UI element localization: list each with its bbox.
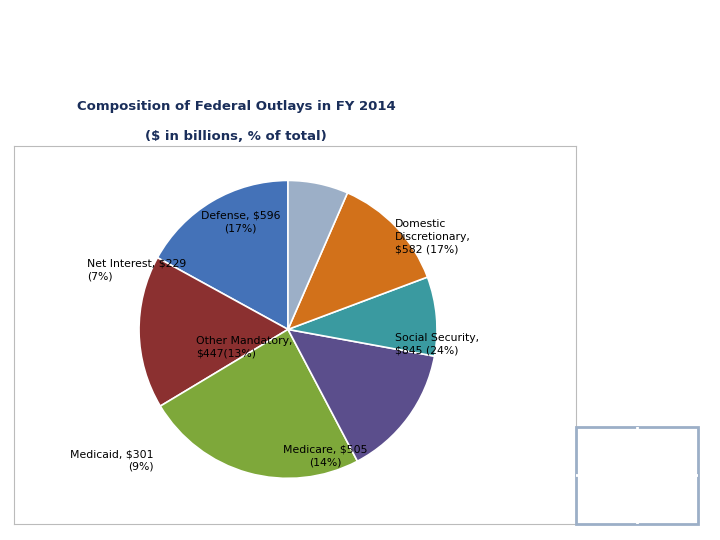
Wedge shape <box>288 180 348 329</box>
Text: Domestic
Discretionary,
$582 (17%): Domestic Discretionary, $582 (17%) <box>395 219 471 255</box>
Text: Medicaid, $301
(9%): Medicaid, $301 (9%) <box>71 449 154 472</box>
Text: Composition of Federal Outlays in FY 2014: Composition of Federal Outlays in FY 201… <box>77 100 395 113</box>
Text: pieces of the federal budget pie: pieces of the federal budget pie <box>84 93 636 122</box>
Text: FF: FF <box>590 441 624 465</box>
Text: IS: IS <box>593 485 621 510</box>
Text: IS: IS <box>654 441 682 465</box>
Text: Defense, $596
(17%): Defense, $596 (17%) <box>201 211 280 233</box>
Text: Net Interest, $229
(7%): Net Interest, $229 (7%) <box>87 259 186 281</box>
Text: Other Mandatory,
$447(13%): Other Mandatory, $447(13%) <box>196 336 292 359</box>
Wedge shape <box>158 180 288 329</box>
Text: Where the money goes:: Where the money goes: <box>156 33 564 63</box>
Wedge shape <box>161 329 357 478</box>
Text: Medicare, $505
(14%): Medicare, $505 (14%) <box>283 444 367 468</box>
Wedge shape <box>288 277 437 356</box>
Text: Social Security,
$845 (24%): Social Security, $845 (24%) <box>395 333 480 356</box>
Wedge shape <box>288 329 435 461</box>
Wedge shape <box>288 193 428 329</box>
Wedge shape <box>139 258 288 406</box>
Text: ($ in billions, % of total): ($ in billions, % of total) <box>145 130 327 143</box>
